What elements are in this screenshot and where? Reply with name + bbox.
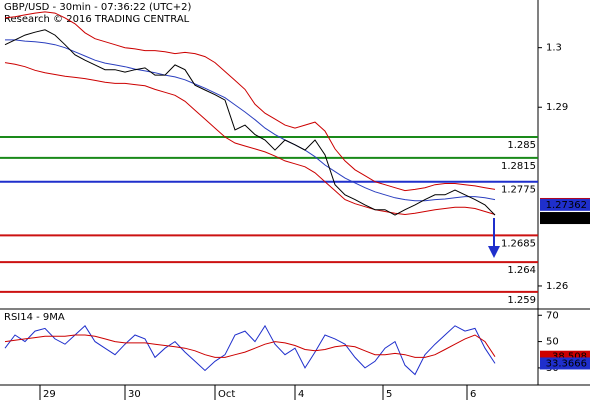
y-tick-label: 1.29: [546, 102, 568, 113]
forecast-arrow: [488, 218, 500, 258]
series-line: [4, 29, 496, 216]
price-marker-label: 38.508: [552, 352, 587, 363]
price-marker: [540, 357, 590, 370]
series-line: [4, 11, 496, 192]
price-marker: [540, 198, 590, 211]
series-line: [4, 62, 496, 216]
y-tick-label: 1.26: [546, 281, 568, 292]
level-label: 1.259: [507, 295, 536, 306]
chart-subtitle: Research © 2016 TRADING CENTRAL: [4, 14, 190, 25]
level-label: 1.2815: [501, 161, 536, 172]
price-marker: [540, 212, 590, 225]
level-label: 1.264: [507, 265, 536, 276]
y-tick-label: 1.3: [546, 43, 562, 54]
rsi-title: RSI14 - 9MA: [4, 312, 65, 323]
series-line: [5, 39, 496, 202]
x-tick-label: 4: [298, 389, 304, 400]
chart-title: GBP/USD - 30min - 07:36:22 (UTC+2): [4, 2, 191, 13]
x-tick-label: 6: [470, 389, 476, 400]
series-line: [4, 334, 496, 358]
x-tick-label: 29: [43, 389, 56, 400]
level-label: 1.2775: [501, 185, 536, 196]
x-tick-label: 30: [128, 389, 141, 400]
x-tick-label: 5: [386, 389, 392, 400]
price-marker-label: 1.2714: [552, 213, 587, 224]
level-label: 1.285: [507, 140, 536, 151]
price-marker-label: 33.3666: [546, 358, 587, 369]
series-line: [4, 324, 496, 376]
y-tick-label: 70: [546, 310, 559, 321]
y-tick-label: 50: [546, 337, 559, 348]
price-marker-label: 1.27362: [546, 200, 587, 211]
x-tick-label: Oct: [218, 389, 235, 400]
level-label: 1.2685: [501, 238, 536, 249]
